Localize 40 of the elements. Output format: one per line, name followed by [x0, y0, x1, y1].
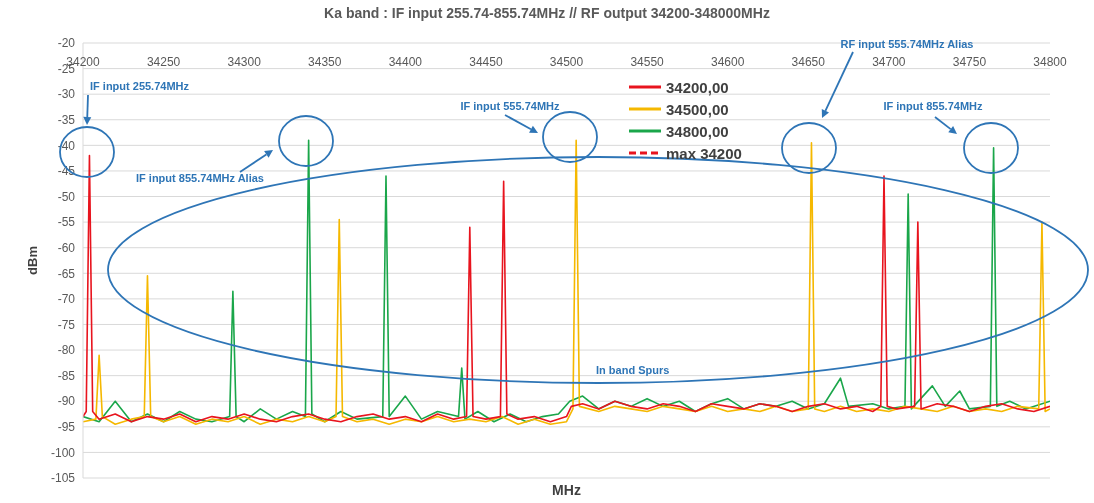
annotation: IF input 255.74MHz: [90, 79, 190, 92]
annotation: IF input 555.74MHz: [460, 99, 560, 112]
x-tick-label: 34800: [1033, 55, 1068, 69]
y-tick-label: -20: [57, 36, 76, 51]
x-tick-label: 34700: [872, 55, 906, 69]
y-tick-label: -105: [50, 471, 76, 486]
y-tick-label: -60: [57, 240, 76, 255]
legend-label: 34500,00: [666, 100, 729, 118]
y-tick-label: -85: [57, 368, 76, 383]
y-tick-label: -75: [57, 317, 76, 332]
x-axis-title: MHz: [551, 482, 582, 498]
annotation: IF input 855.74MHz: [883, 99, 983, 112]
y-tick-label: -100: [50, 445, 76, 460]
x-tick-label: 34300: [227, 55, 262, 69]
y-tick-label: -35: [57, 113, 76, 128]
x-tick-label: 34250: [146, 55, 181, 69]
y-tick-label: -95: [57, 420, 76, 435]
x-tick-label: 34450: [469, 55, 503, 69]
x-tick-label: 34500: [549, 55, 584, 69]
chart-title: Ka band : IF input 255.74-855.74MHz // RF output 34200-348000MHz: [323, 5, 771, 21]
x-tick-label: 34550: [630, 55, 665, 69]
x-tick-label: 34650: [791, 55, 826, 69]
annotation: RF input 555.74MHz Alias: [840, 37, 974, 50]
y-tick-label: -80: [57, 343, 76, 358]
y-tick-label: -90: [57, 394, 76, 409]
y-tick-label: -30: [57, 87, 76, 102]
x-tick-label: 34600: [710, 55, 745, 69]
x-tick-label: 34400: [388, 55, 423, 69]
y-tick-label: -50: [57, 189, 76, 204]
y-tick-label: -65: [57, 266, 76, 281]
legend-label: 34200,00: [666, 78, 729, 96]
y-axis-title: dBm: [24, 246, 40, 275]
legend-label: 34800,00: [666, 122, 729, 140]
y-tick-label: -70: [57, 292, 76, 307]
x-tick-label: 34350: [308, 55, 342, 69]
x-tick-label: 34750: [952, 55, 987, 69]
y-tick-label: -55: [57, 215, 76, 230]
annotation: In band Spurs: [596, 363, 670, 376]
legend-label: max 34200: [666, 144, 742, 162]
annotation: IF input 855.74MHz Alias: [136, 171, 264, 184]
